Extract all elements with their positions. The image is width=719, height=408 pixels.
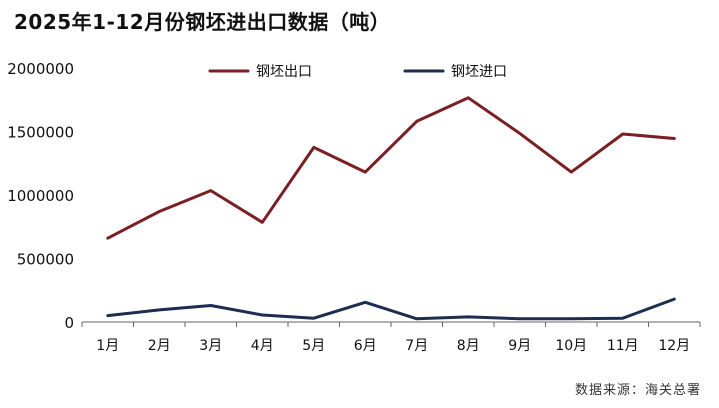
data-point (518, 132, 521, 135)
data-point (415, 318, 418, 320)
data-point (673, 137, 676, 140)
series-line-import (106, 297, 676, 321)
data-point (209, 189, 212, 192)
x-tick-label: 6月 (354, 338, 377, 354)
y-tick-label: 1000000 (7, 187, 74, 205)
y-tick-label: 0 (64, 314, 74, 332)
data-point (158, 309, 161, 311)
legend-label: 钢坯进口 (451, 64, 507, 80)
series-lines (106, 96, 676, 321)
x-tick-label: 12月 (658, 338, 690, 354)
y-tick-label: 2000000 (7, 60, 74, 78)
data-point (364, 301, 367, 304)
y-tick-label: 500000 (17, 251, 74, 269)
x-tick-label: 8月 (457, 338, 480, 354)
data-point (467, 316, 470, 318)
data-point (518, 318, 521, 320)
x-tick-label: 11月 (607, 338, 639, 354)
data-point (570, 318, 573, 320)
y-tick-label: 1500000 (7, 124, 74, 142)
data-point (261, 221, 264, 224)
chart-title: 2025年1-12月份钢坯进出口数据（吨） (14, 10, 391, 34)
data-point (106, 237, 109, 239)
data-point (673, 298, 676, 300)
data-point (106, 314, 109, 317)
x-tick-label: 10月 (555, 338, 587, 354)
legend: 钢坯出口 钢坯进口 (208, 64, 507, 80)
data-point (415, 120, 418, 123)
data-point (621, 133, 624, 135)
data-point (570, 171, 573, 173)
x-tick-label: 7月 (405, 338, 428, 354)
data-point (261, 314, 264, 316)
data-point (364, 171, 367, 173)
series-line-export (106, 96, 676, 240)
data-point (312, 317, 315, 319)
data-point (312, 146, 315, 149)
data-point (621, 317, 624, 319)
chart-axes (81, 321, 701, 327)
x-tick-label: 4月 (251, 338, 274, 354)
x-tick-label: 5月 (302, 338, 325, 354)
data-point (158, 210, 161, 213)
y-tick-labels: 0 500000 1000000 1500000 2000000 (7, 60, 74, 332)
x-tick-label: 1月 (96, 338, 119, 354)
source-note: 数据来源：海关总署 (574, 383, 701, 398)
legend-label: 钢坯出口 (256, 64, 312, 80)
x-tick-labels: 1月 2月 3月 4月 5月 6月 7月 8月 9月 10月 11月 12月 (96, 338, 690, 354)
x-tick-label: 3月 (199, 338, 222, 354)
x-tick-label: 9月 (508, 338, 531, 354)
data-point (467, 97, 470, 99)
data-point (209, 304, 212, 307)
x-tick-label: 2月 (148, 338, 171, 354)
